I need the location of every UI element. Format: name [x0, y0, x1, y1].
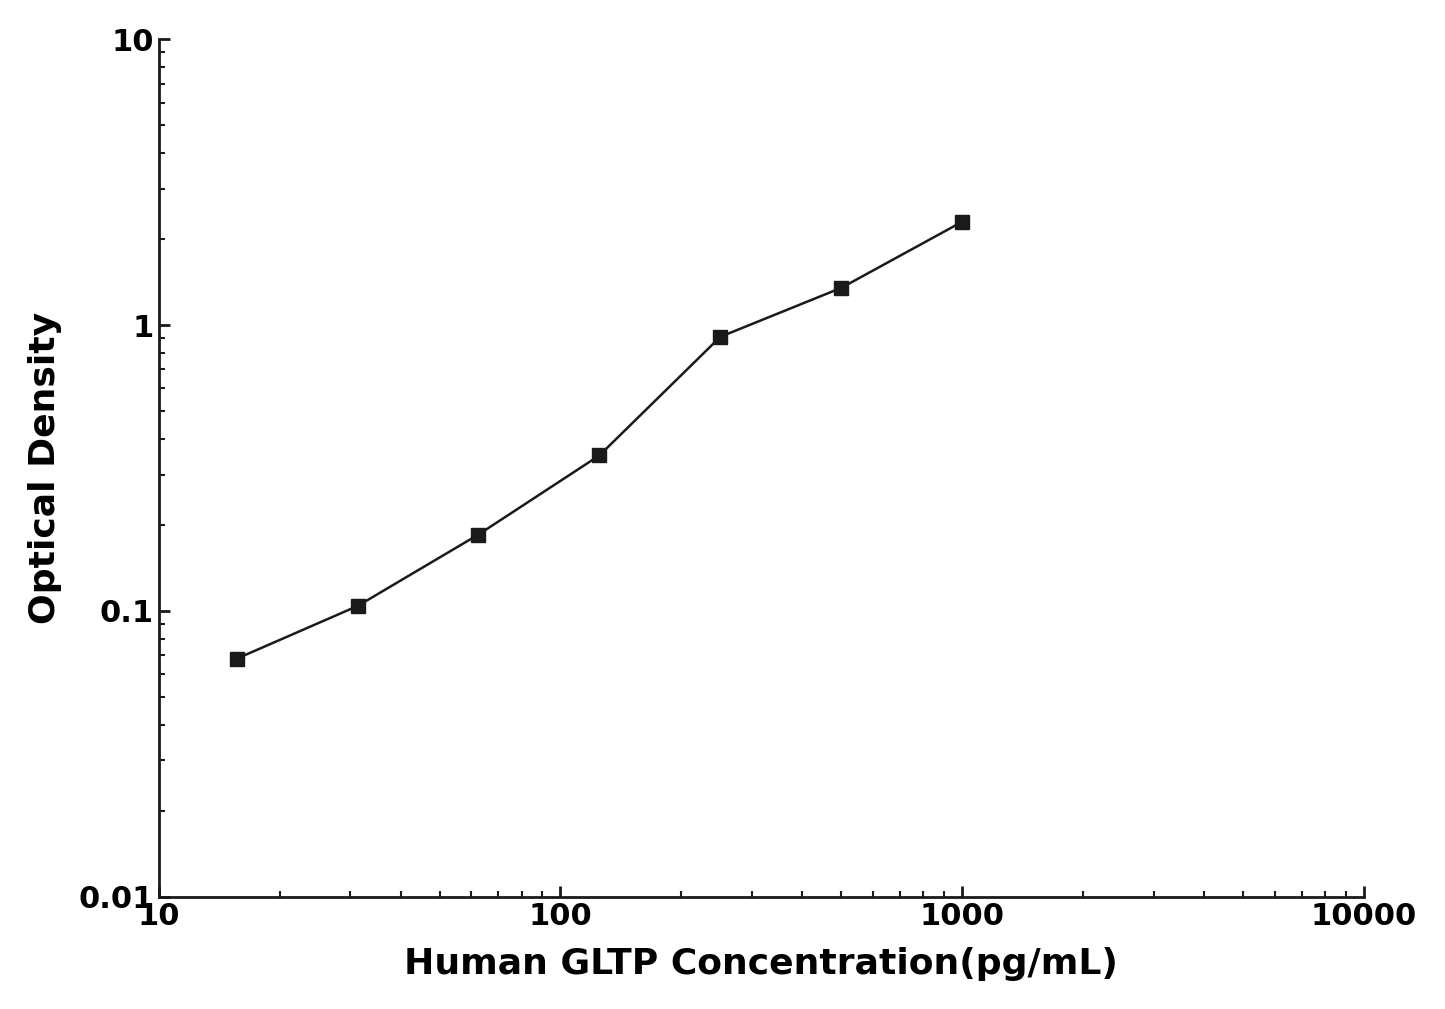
- X-axis label: Human GLTP Concentration(pg/mL): Human GLTP Concentration(pg/mL): [405, 947, 1118, 981]
- Y-axis label: Optical Density: Optical Density: [27, 312, 62, 624]
